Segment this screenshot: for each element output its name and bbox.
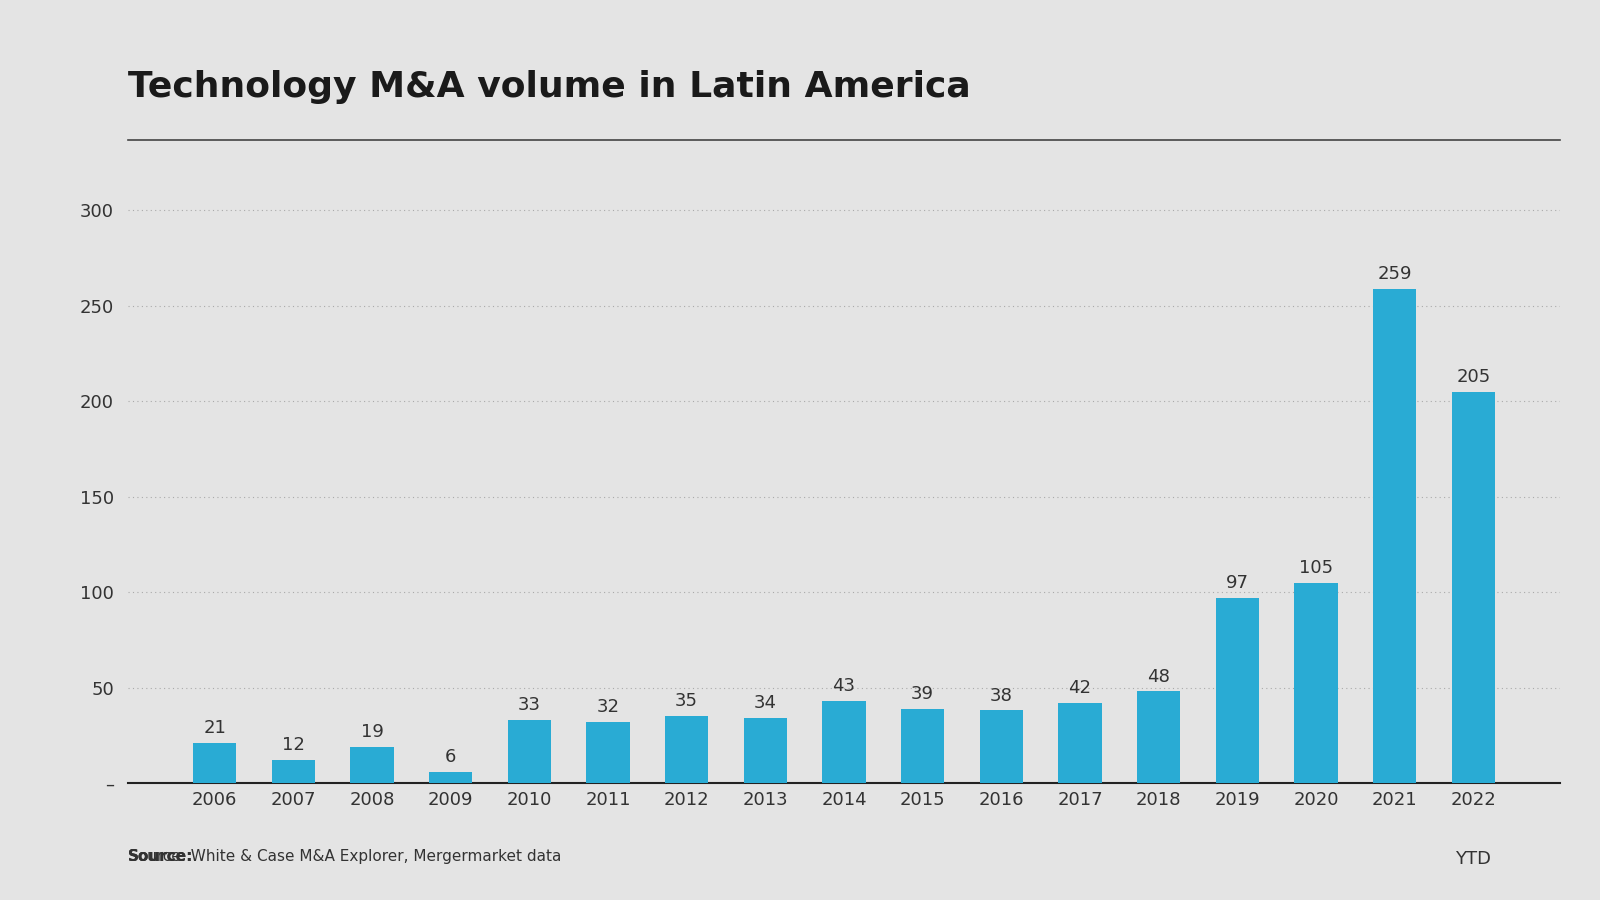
Bar: [350, 747, 394, 783]
Bar: [822, 701, 866, 783]
Bar: [272, 760, 315, 783]
Text: 38: 38: [990, 687, 1013, 705]
Bar: [1294, 582, 1338, 783]
Text: Source: White & Case M&A Explorer, Mergermarket data: Source: White & Case M&A Explorer, Merge…: [128, 849, 562, 864]
Text: 39: 39: [910, 685, 934, 703]
Text: 34: 34: [754, 695, 778, 713]
Text: YTD: YTD: [1456, 850, 1491, 868]
Bar: [1451, 392, 1494, 783]
Text: 205: 205: [1456, 368, 1491, 386]
Bar: [1373, 289, 1416, 783]
Bar: [429, 771, 472, 783]
Text: Technology M&A volume in Latin America: Technology M&A volume in Latin America: [128, 69, 971, 104]
Bar: [901, 708, 944, 783]
Bar: [744, 718, 787, 783]
Text: 32: 32: [597, 698, 619, 716]
Text: Source:: Source:: [128, 849, 194, 864]
Text: 259: 259: [1378, 265, 1411, 283]
Bar: [1138, 691, 1181, 783]
Text: Source:: Source:: [128, 849, 194, 864]
Bar: [1058, 703, 1102, 783]
Text: 21: 21: [203, 719, 226, 737]
Text: 33: 33: [518, 697, 541, 715]
Text: 6: 6: [445, 748, 456, 766]
Text: 42: 42: [1069, 680, 1091, 698]
Text: 19: 19: [360, 723, 384, 741]
Text: 105: 105: [1299, 559, 1333, 577]
Bar: [1216, 598, 1259, 783]
Text: 48: 48: [1147, 668, 1170, 686]
Text: 35: 35: [675, 692, 698, 710]
Bar: [979, 710, 1022, 783]
Bar: [666, 716, 709, 783]
Text: 97: 97: [1226, 574, 1248, 592]
Bar: [507, 720, 550, 783]
Text: 12: 12: [282, 736, 306, 754]
Text: 43: 43: [832, 677, 856, 695]
Bar: [586, 722, 630, 783]
Bar: [194, 742, 237, 783]
